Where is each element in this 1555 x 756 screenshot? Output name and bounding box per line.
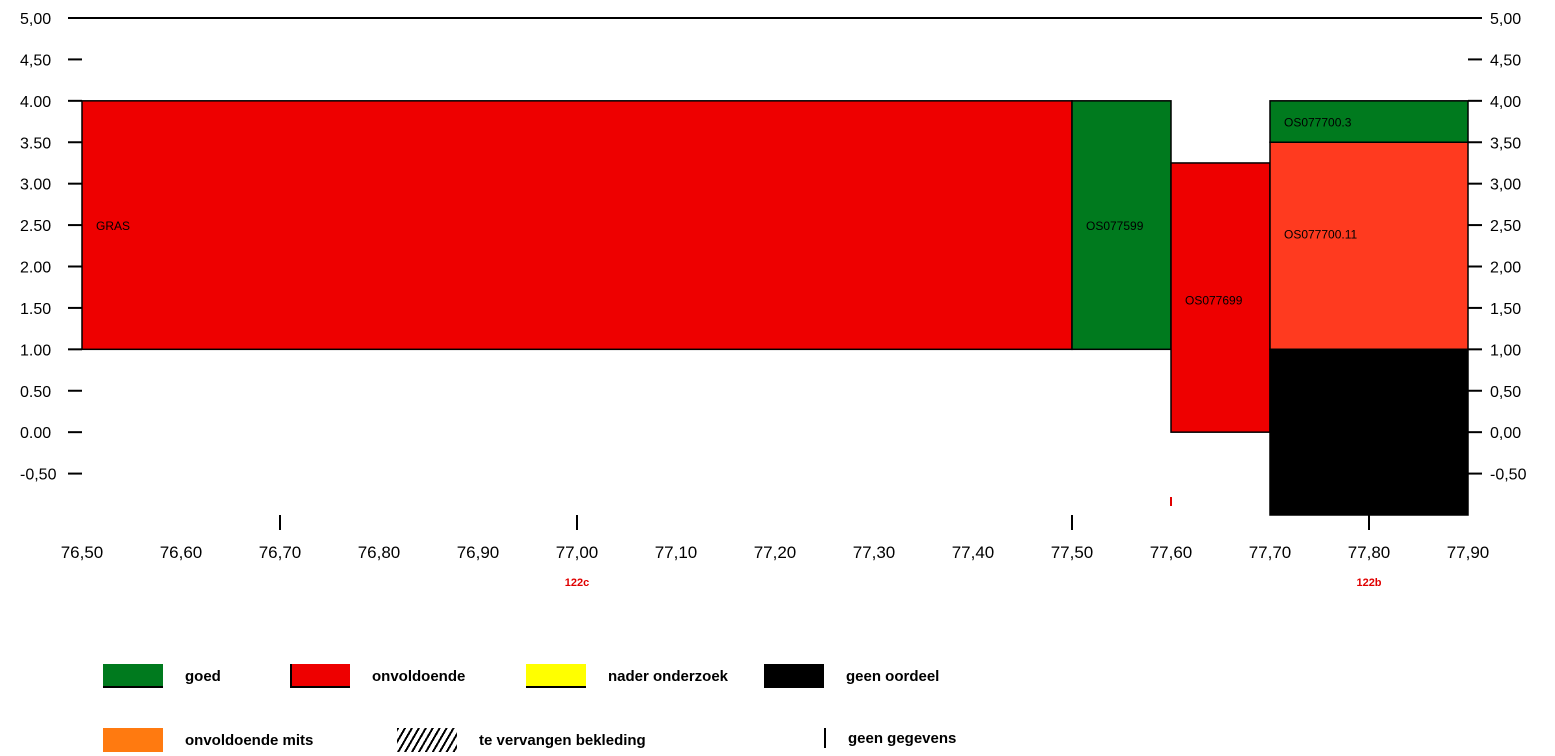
segment-bar-4 (1269, 141, 1469, 351)
segment-label-1: OS077599 (1086, 219, 1144, 233)
onvoldoende-mits-swatch (103, 728, 163, 752)
x-tick-label-8: 77,30 (853, 543, 896, 562)
legend-item-geen-oordeel: geen oordeel (764, 664, 939, 688)
tick-swatch (824, 728, 826, 748)
x-tick-label-14: 77,90 (1447, 543, 1490, 562)
y-tick-label-right-7: 1,50 (1490, 301, 1521, 318)
legend-label-geen-oordeel: geen oordeel (846, 667, 940, 685)
y-tick-label-right-10: 0,00 (1490, 425, 1521, 442)
x-tick-label-2: 76,70 (259, 543, 302, 562)
legend-item-goed: goed (103, 664, 221, 688)
y-tick-label-right-4: 3,00 (1490, 177, 1521, 194)
segment-label-0: GRAS (96, 219, 130, 233)
y-tick-label-left-7: 1.50 (20, 301, 51, 318)
legend-label-goed: goed (185, 667, 221, 685)
legend-item-nader-onderzoek: nader onderzoek (526, 664, 728, 688)
nader-onderzoek-swatch (526, 664, 586, 688)
y-tick-label-right-3: 3,50 (1490, 135, 1521, 152)
chart: GRAS OS077599 OS077699 OS077700.3 OS077700.1… (20, 11, 1527, 589)
x-tick-label-11: 77,60 (1150, 543, 1193, 562)
y-tick-label-left-1: 4,50 (20, 52, 51, 69)
segment-bar-2 (1170, 162, 1271, 433)
y-tick-label-left-4: 3.00 (20, 177, 51, 194)
onvoldoende-swatch (290, 664, 350, 688)
segment-bar-5 (1269, 348, 1469, 516)
y-tick-label-left-6: 2.00 (20, 260, 51, 277)
x-tick-label-5: 77,00 (556, 543, 599, 562)
legend-item-geen-gegevens: geen gegevens (796, 728, 956, 748)
y-tick-label-right-8: 1,00 (1490, 342, 1521, 359)
hatch-swatch (397, 728, 457, 752)
x-tick-label-3: 76,80 (358, 543, 401, 562)
legend-item-te-vervangen: te vervangen bekleding (397, 728, 646, 752)
legend-item-onvoldoende-mits: onvoldoende mits (103, 728, 313, 752)
y-tick-label-right-9: 0,50 (1490, 384, 1521, 401)
y-tick-label-left-8: 1.00 (20, 342, 51, 359)
segment-bar-1 (1071, 100, 1172, 351)
x-tick-label-9: 77,40 (952, 543, 995, 562)
legend: goed onvoldoende nader onderzoek geen oo… (0, 600, 1555, 756)
y-tick-label-right-2: 4,00 (1490, 94, 1521, 111)
x-tick-label-10: 77,50 (1051, 543, 1094, 562)
y-tick-label-right-6: 2,00 (1490, 260, 1521, 277)
y-tick-label-left-3: 3.50 (20, 135, 51, 152)
y-tick-label-right-0: 5,00 (1490, 11, 1521, 28)
x-tick-label-13: 77,80 (1348, 543, 1391, 562)
legend-label-onvoldoende: onvoldoende (372, 667, 466, 685)
x-tick-label-1: 76,60 (160, 543, 203, 562)
segment-bar-3 (1269, 100, 1469, 144)
x-tick-label-12: 77,70 (1249, 543, 1292, 562)
x-tick-label-0: 76,50 (61, 543, 104, 562)
y-tick-label-left-0: 5,00 (20, 11, 51, 28)
segment-label-3: OS077700.3 (1284, 116, 1352, 130)
section-label-0: 122c (565, 577, 589, 589)
legend-item-onvoldoende: onvoldoende (290, 664, 465, 688)
section-label-1: 122b (1356, 577, 1381, 589)
segment-label-4: OS077700.11 (1284, 227, 1357, 241)
y-tick-label-left-10: 0.00 (20, 425, 51, 442)
legend-label-onvoldoende-mits: onvoldoende mits (185, 731, 314, 749)
y-tick-label-left-5: 2.50 (20, 218, 51, 235)
legend-label-te-vervangen: te vervangen bekleding (479, 731, 646, 749)
x-tick-label-6: 77,10 (655, 543, 698, 562)
y-tick-label-left-9: 0.50 (20, 384, 51, 401)
segment-bar-0 (81, 100, 1073, 351)
legend-label-nader-onderzoek: nader onderzoek (608, 667, 729, 685)
x-tick-label-4: 76,90 (457, 543, 500, 562)
y-tick-label-left-2: 4.00 (20, 94, 51, 111)
x-tick-label-7: 77,20 (754, 543, 797, 562)
y-tick-label-right-11: -0,50 (1490, 467, 1527, 484)
geen-oordeel-swatch (764, 664, 824, 688)
y-tick-label-left-11: -0,50 (20, 467, 57, 484)
goed-swatch (103, 664, 163, 688)
legend-label-geen-gegevens: geen gegevens (848, 729, 957, 747)
y-tick-label-right-5: 2,50 (1490, 218, 1521, 235)
y-tick-label-right-1: 4,50 (1490, 52, 1521, 69)
segment-label-2: OS077699 (1185, 294, 1243, 308)
